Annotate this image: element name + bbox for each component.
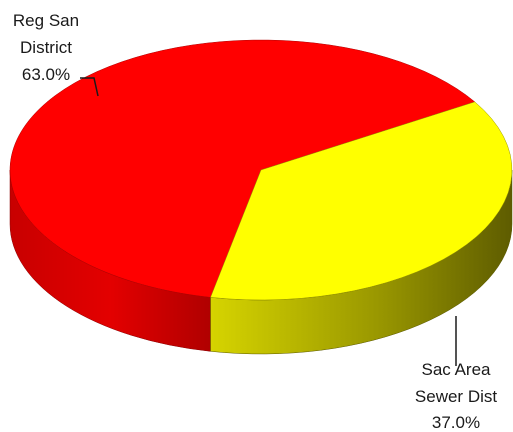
data-label-reg-san-district: Reg San District 63.0% — [13, 11, 79, 84]
slice-reg-san-district — [9, 39, 476, 298]
leader-lines — [80, 77, 457, 366]
data-label-value: 37.0% — [432, 413, 480, 432]
data-label-sac-area-sewer-dist: Sac Area Sewer Dist 37.0% — [415, 360, 497, 432]
slice-sac-area-sewer-dist — [210, 101, 513, 301]
data-label-line: Reg San — [13, 11, 79, 30]
leader-line-reg-san-district — [80, 77, 99, 97]
data-label-line: Sewer Dist — [415, 387, 497, 406]
data-label-line: District — [20, 38, 72, 57]
pie-tops — [9, 39, 513, 301]
data-label-line: Sac Area — [422, 360, 492, 379]
data-label-value: 63.0% — [22, 65, 70, 84]
